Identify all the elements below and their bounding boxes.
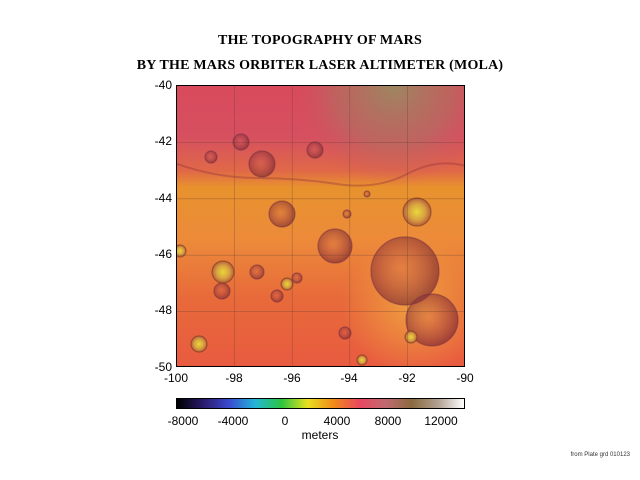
colorbar-tick-label: -4000 bbox=[217, 414, 249, 428]
colorbar-tick-label: 12000 bbox=[424, 414, 458, 428]
latitude-tick-label: -40 bbox=[154, 78, 172, 92]
elevation-colorbar bbox=[176, 398, 465, 409]
colorbar-tick-label: 0 bbox=[281, 414, 289, 428]
longitude-tick-label: -96 bbox=[283, 371, 301, 385]
colorbar-tick-label: -8000 bbox=[167, 414, 199, 428]
map-title: THE TOPOGRAPHY OF MARS bbox=[218, 33, 422, 48]
latitude-tick-label: -44 bbox=[154, 191, 172, 205]
longitude-tick-label: -100 bbox=[163, 371, 189, 385]
colorbar-tick-label: 8000 bbox=[374, 414, 402, 428]
topography-map-image bbox=[177, 86, 464, 366]
colorbar-unit-label: meters bbox=[301, 428, 339, 442]
longitude-tick-label: -94 bbox=[340, 371, 358, 385]
latitude-tick-label: -50 bbox=[154, 360, 172, 374]
longitude-tick-label: -90 bbox=[456, 371, 474, 385]
latitude-tick-label: -46 bbox=[154, 247, 172, 261]
latitude-tick-label: -42 bbox=[154, 134, 172, 148]
longitude-tick-label: -92 bbox=[398, 371, 416, 385]
latitude-tick-label: -48 bbox=[154, 303, 172, 317]
topography-map bbox=[176, 85, 465, 367]
longitude-tick-label: -98 bbox=[225, 371, 243, 385]
source-footnote: from Plate grd 010123 bbox=[570, 452, 630, 458]
map-subtitle: BY THE MARS ORBITER LASER ALTIMETER (MOL… bbox=[136, 58, 504, 73]
colorbar-tick-label: 4000 bbox=[323, 414, 351, 428]
